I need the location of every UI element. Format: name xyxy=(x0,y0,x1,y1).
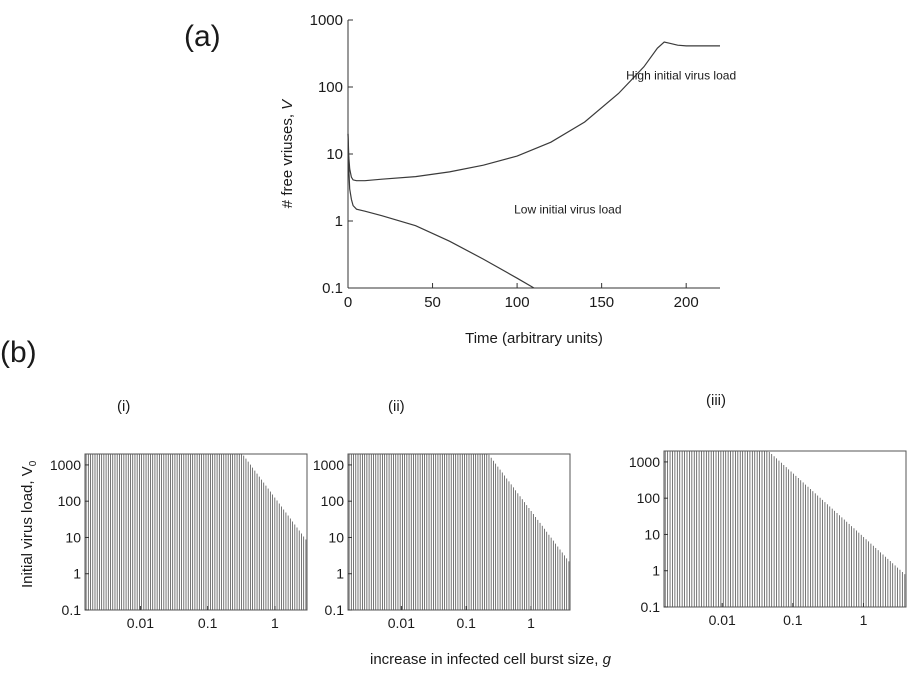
panel-a-annotation-low: Low initial virus load xyxy=(514,202,621,216)
panel-b-plot-ii: 0.1 1 10 100 1000 0.01 0.1 1 xyxy=(313,453,571,631)
panel-a-label: (a) xyxy=(184,20,221,53)
panel-b-y-tick-label: 1000 xyxy=(50,457,81,473)
panel-a-x-tick-label: 50 xyxy=(424,294,441,311)
panel-a-x-tick-label: 200 xyxy=(674,294,699,311)
panel-a-x-axis-title: Time (arbitrary units) xyxy=(465,330,603,347)
panel-b-label: (b) xyxy=(0,336,37,369)
panel-b-y-tick-label: 1 xyxy=(652,563,660,579)
panel-b-x-tick-label: 0.01 xyxy=(388,615,415,631)
panel-b-plot-i: 0.1 1 10 100 1000 0.01 0.1 1 xyxy=(50,453,308,631)
subpanel-label-iii: (iii) xyxy=(706,392,726,409)
panel-b-y-tick-label: 100 xyxy=(637,490,661,506)
panel-b-y-tick-label: 1000 xyxy=(313,457,344,473)
panel-b-y-tick-label: 1 xyxy=(336,566,344,582)
panel-a-series-line-high xyxy=(347,41,720,182)
panel-b-y-tick-label: 10 xyxy=(328,529,344,545)
panel-a-y-tick-label: 100 xyxy=(318,79,343,96)
panel-b-frame xyxy=(84,453,308,611)
subpanel-label-i: (i) xyxy=(117,398,131,415)
panel-a-x-tick-label: 150 xyxy=(589,294,614,311)
panel-b-x-tick-label: 0.01 xyxy=(709,612,736,628)
panel-b-x-tick-label: 0.1 xyxy=(198,615,218,631)
panel-b-y-tick-label: 1000 xyxy=(629,454,660,470)
panel-b-x-tick-label: 1 xyxy=(860,612,868,628)
subpanel-label-ii: (ii) xyxy=(388,398,405,415)
panel-a-annotation-high: High initial virus load xyxy=(626,68,736,82)
panel-a-y-tick-label: 1 xyxy=(335,213,343,230)
panel-a-y-axis-title: # free vriuses, V xyxy=(279,98,296,208)
panel-b-x-tick-label: 0.1 xyxy=(456,615,476,631)
panel-b-y-tick-label: 100 xyxy=(58,493,82,509)
panel-a-series-line-low xyxy=(347,133,535,289)
panel-b-x-tick-label: 1 xyxy=(271,615,279,631)
panel-b-frame xyxy=(663,450,907,608)
panel-b-plot-iii: 0.1 1 10 100 1000 0.01 0.1 1 xyxy=(629,450,907,628)
panel-b-x-axis-title: increase in infected cell burst size, g xyxy=(370,651,611,668)
panel-b-y-tick-label: 0.1 xyxy=(62,602,82,618)
panel-b-frame xyxy=(347,453,571,611)
panel-b-y-tick-label: 0.1 xyxy=(325,602,345,618)
panel-b-x-axis-title-var: g xyxy=(602,651,611,668)
panel-b-y-tick-label: 10 xyxy=(65,529,81,545)
panel-b-x-tick-label: 0.1 xyxy=(783,612,803,628)
panel-b-y-tick-label: 100 xyxy=(321,493,345,509)
panel-a-y-tick-label: 1000 xyxy=(310,12,343,29)
panel-b-x-axis-title-text: increase in infected cell burst size, xyxy=(370,651,599,668)
panel-b-x-tick-label: 0.01 xyxy=(127,615,154,631)
panel-a-y-tick-label: 10 xyxy=(326,146,343,163)
panel-a-x-tick-label: 100 xyxy=(505,294,530,311)
panel-a-x-tick-label: 0 xyxy=(344,294,352,311)
panel-a-plot: 0.1 1 10 100 1000 0 50 100 150 200 High initial vi… xyxy=(279,12,736,347)
panel-b-y-tick-label: 10 xyxy=(644,526,660,542)
panel-a-y-axis-title-var: V xyxy=(279,98,296,110)
panel-b-x-tick-label: 1 xyxy=(527,615,535,631)
panel-b-y-tick-label: 0.1 xyxy=(641,599,661,615)
panel-a-y-tick-label: 0.1 xyxy=(322,280,343,297)
panel-b-y-tick-label: 1 xyxy=(73,566,81,582)
